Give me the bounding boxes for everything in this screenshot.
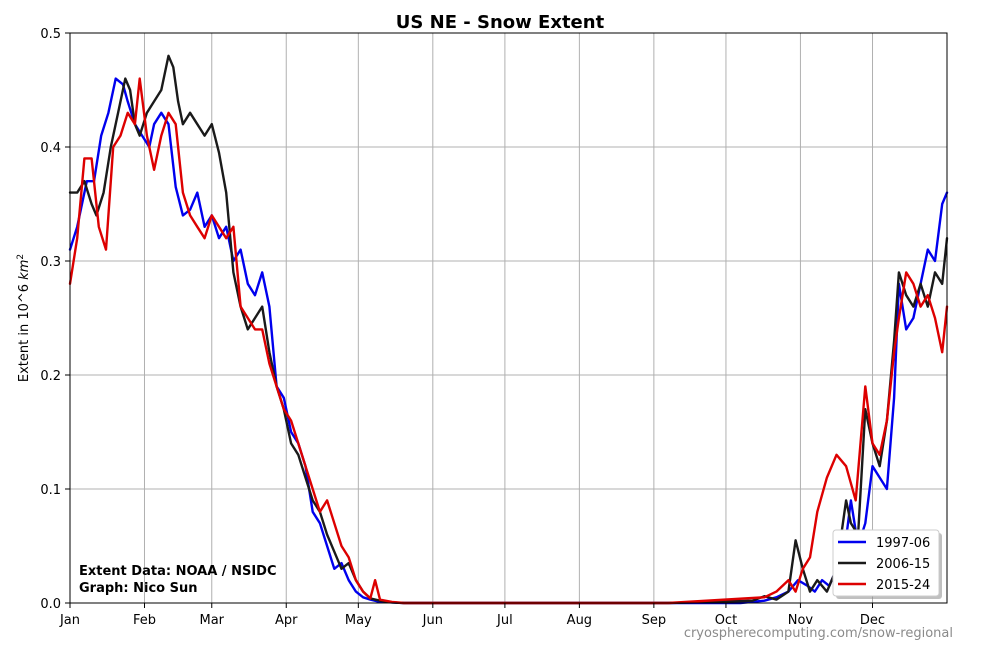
series-line-2015-24 — [68, 77, 949, 605]
x-tick-label: Nov — [788, 613, 814, 628]
x-tick-label: Feb — [133, 613, 156, 628]
x-tick-label: May — [345, 613, 372, 628]
data-source-note: Extent Data: NOAA / NSIDC — [79, 564, 276, 579]
series-line-2006-15 — [68, 54, 949, 605]
legend-label: 1997-06 — [876, 536, 930, 551]
y-tick-label: 0.4 — [40, 141, 61, 156]
y-axis-ticks: 0.0 0.1 0.2 0.3 0.4 0.5 — [40, 27, 70, 612]
y-tick-label: 0.1 — [40, 483, 61, 498]
series-lines — [68, 54, 949, 605]
y-tick-label: 0.5 — [40, 27, 61, 42]
legend-label: 2015-24 — [876, 578, 930, 593]
y-tick-label: 0.3 — [40, 255, 61, 270]
watermark: cryospherecomputing.com/snow-regional — [684, 626, 953, 641]
x-tick-label: Oct — [715, 613, 737, 628]
y-axis-label: Extent in 10^6 km2 — [16, 254, 32, 382]
y-tick-label: 0.0 — [40, 597, 61, 612]
x-tick-label: Aug — [567, 613, 592, 628]
author-note: Graph: Nico Sun — [79, 581, 198, 596]
legend: 1997-06 2006-15 2015-24 — [832, 529, 942, 599]
x-tick-label: Apr — [275, 613, 298, 628]
plot-frame — [69, 32, 948, 604]
x-tick-label: Jun — [422, 613, 443, 628]
x-tick-label: Mar — [199, 613, 224, 628]
x-tick-label: Sep — [642, 613, 667, 628]
x-tick-label: Jul — [496, 613, 513, 628]
x-tick-label: Dec — [860, 613, 885, 628]
legend-label: 2006-15 — [876, 557, 930, 572]
chart-title: US NE - Snow Extent — [396, 12, 605, 33]
y-tick-label: 0.2 — [40, 369, 61, 384]
x-tick-label: Jan — [59, 613, 80, 628]
x-axis-ticks: Jan Feb Mar Apr May Jun Jul Aug Sep Oct Nov Dec — [59, 603, 885, 628]
